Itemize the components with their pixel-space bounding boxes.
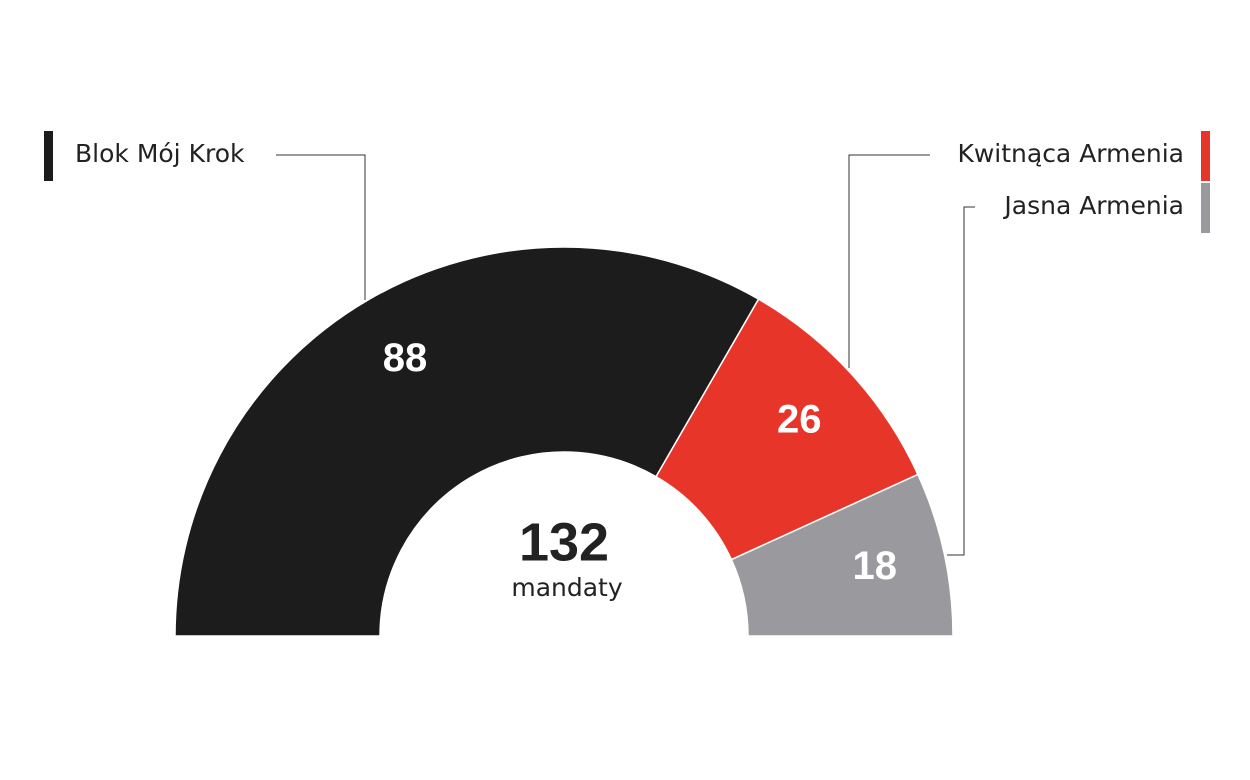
legend-swatch: [1201, 131, 1210, 181]
value-label: 26: [777, 398, 822, 442]
leader-line: [276, 154, 366, 300]
value-label: 88: [383, 336, 428, 380]
total-label: mandaty: [511, 573, 623, 602]
legend-label: Kwitnąca Armenia: [957, 139, 1184, 168]
segment: [730, 473, 954, 637]
legend-swatch: [1201, 183, 1210, 233]
total: 132: [519, 512, 609, 572]
legend-label: Jasna Armenia: [1002, 191, 1184, 220]
legend-swatch: [44, 131, 53, 181]
value-label: 18: [852, 544, 897, 588]
leader-line: [947, 206, 975, 556]
leader-line: [848, 154, 930, 368]
segment: [174, 246, 760, 637]
legend-label: Blok Mój Krok: [75, 139, 245, 168]
